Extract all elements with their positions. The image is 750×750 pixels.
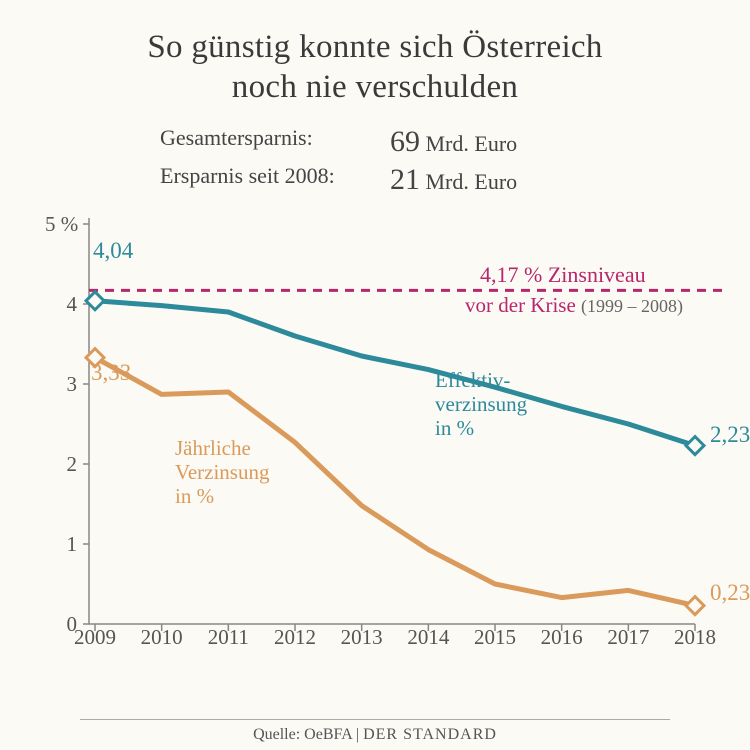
label-l3: in %: [175, 484, 214, 508]
chart-area: 5 % 4,04 3,33 2,23 0,23 4,17 % Zinsnivea…: [45, 200, 715, 670]
stat-label: Gesamtersparnis:: [0, 125, 390, 159]
stat-number: 69: [390, 125, 420, 158]
series-end-value-teal: 2,23: [710, 422, 750, 448]
series-start-value-orange: 3,33: [91, 360, 131, 386]
series-end-value-orange: 0,23: [710, 580, 750, 606]
footer-brand: DER STANDARD: [363, 726, 497, 743]
series-start-value-teal: 4,04: [93, 238, 133, 264]
stat-value: 21 Mrd. Euro: [390, 163, 517, 197]
stat-value: 69 Mrd. Euro: [390, 125, 517, 159]
x-tick-label: 2011: [198, 625, 258, 650]
reference-line-label-bottom: vor der Krise (1999 – 2008): [465, 293, 683, 317]
y-tick-label: 3: [59, 372, 77, 397]
summary-stats: Gesamtersparnis: 69 Mrd. Euro Ersparnis …: [0, 125, 750, 197]
footer-sep: |: [352, 726, 363, 743]
reference-line-label-top: 4,17 % Zinsniveau: [480, 262, 646, 287]
stat-label: Ersparnis seit 2008:: [0, 163, 390, 197]
x-tick-label: 2012: [265, 625, 325, 650]
stat-row-total: Gesamtersparnis: 69 Mrd. Euro: [0, 125, 750, 159]
x-tick-label: 2014: [398, 625, 458, 650]
y-tick-label: 4: [59, 292, 77, 317]
y-tick-label: 1: [59, 532, 77, 557]
label-l2: Verzinsung: [175, 460, 269, 484]
ref-label-years: (1999 – 2008): [581, 296, 683, 316]
x-tick-label: 2010: [132, 625, 192, 650]
series-label-orange: Jährliche Verzinsung in %: [175, 436, 269, 508]
x-tick-label: 2016: [532, 625, 592, 650]
label-l1: Jährliche: [175, 436, 251, 460]
stat-row-since2008: Ersparnis seit 2008: 21 Mrd. Euro: [0, 163, 750, 197]
stat-number: 21: [390, 163, 420, 196]
ref-label-prefix: vor der Krise: [465, 293, 576, 317]
title-line1: So günstig konnte sich Österreich: [147, 29, 602, 65]
x-tick-label: 2009: [65, 625, 125, 650]
y-tick-label: 2: [59, 452, 77, 477]
x-tick-label: 2018: [665, 625, 725, 650]
x-tick-label: 2015: [465, 625, 525, 650]
label-l2: verzinsung: [435, 392, 527, 416]
stat-unit: Mrd. Euro: [426, 169, 518, 194]
chart-footer: Quelle: OeBFA | DER STANDARD: [80, 719, 670, 744]
series-label-teal: Effektiv- verzinsung in %: [435, 368, 527, 440]
x-tick-label: 2017: [598, 625, 658, 650]
label-l3: in %: [435, 416, 474, 440]
chart-title: So günstig konnte sich Österreich noch n…: [0, 0, 750, 107]
title-line2: noch nie verschulden: [232, 69, 518, 105]
stat-unit: Mrd. Euro: [426, 131, 518, 156]
x-tick-label: 2013: [332, 625, 392, 650]
label-l1: Effektiv-: [435, 368, 510, 392]
y-axis-top-label: 5 %: [45, 212, 78, 237]
footer-source: Quelle: OeBFA: [253, 726, 352, 743]
